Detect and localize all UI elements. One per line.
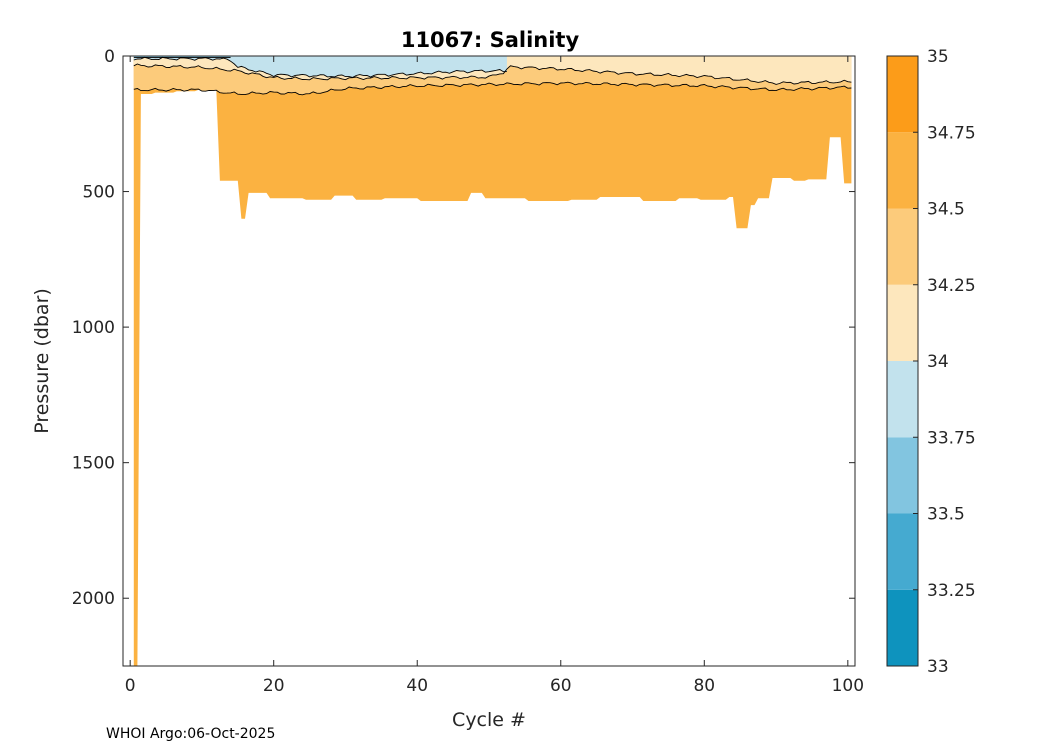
y-axis-label: Pressure (dbar) (31, 288, 53, 434)
layer-surface-fresh-pool (133, 56, 507, 78)
colorbar-tick-label: 34 (927, 352, 949, 372)
colorbar-bin (887, 56, 918, 133)
y-tick-label: 500 (83, 183, 115, 203)
y-tick-label: 0 (104, 47, 115, 67)
x-axis-ticks: 0 20 40 60 80 100 (125, 56, 864, 696)
x-axis-label: Cycle # (452, 709, 526, 731)
contour-34-34.25 (133, 63, 852, 85)
colorbar-bin (887, 437, 918, 514)
x-tick-label: 80 (693, 676, 715, 696)
colorbar: 33 33.25 33.5 33.75 34 34.25 34.5 34.75 35 (886, 47, 976, 677)
colorbar-tick-label: 34.5 (927, 200, 965, 220)
colorbar-tick-label: 34.75 (927, 123, 976, 143)
y-axis-ticks: 0 500 1000 1500 2000 (72, 47, 855, 609)
colorbar-bin (887, 589, 918, 666)
contour-34.25-34.5 (133, 81, 852, 96)
layer-deep (133, 56, 852, 666)
plot-frame (122, 55, 856, 667)
y-tick-label: 2000 (72, 589, 115, 609)
y-tick-label: 1500 (72, 454, 115, 474)
y-tick-label: 1000 (72, 318, 115, 338)
x-tick-label: 100 (832, 676, 864, 696)
colorbar-tick-label: 33.75 (927, 428, 976, 448)
x-tick-label: 20 (263, 676, 285, 696)
colorbar-tick-label: 33.25 (927, 581, 976, 601)
colorbar-bin (887, 284, 918, 361)
x-tick-label: 0 (125, 676, 136, 696)
colorbar-bin (887, 513, 918, 590)
footer-stamp: WHOI Argo:06-Oct-2025 (106, 726, 276, 742)
contour-33.75-34 (133, 56, 507, 78)
colorbar-bin (887, 208, 918, 285)
colorbar-bin (887, 361, 918, 438)
colorbar-bin (887, 132, 918, 209)
x-tick-label: 60 (550, 676, 572, 696)
x-tick-label: 40 (406, 676, 428, 696)
colorbar-tick-label: 33.5 (927, 505, 965, 525)
chart-title: 11067: Salinity (401, 28, 580, 52)
contour-lines (133, 56, 852, 96)
colorbar-tick-label: 34.25 (927, 276, 976, 296)
colorbar-tick-label: 33 (927, 657, 949, 677)
colorbar-tick-label: 35 (927, 47, 949, 67)
